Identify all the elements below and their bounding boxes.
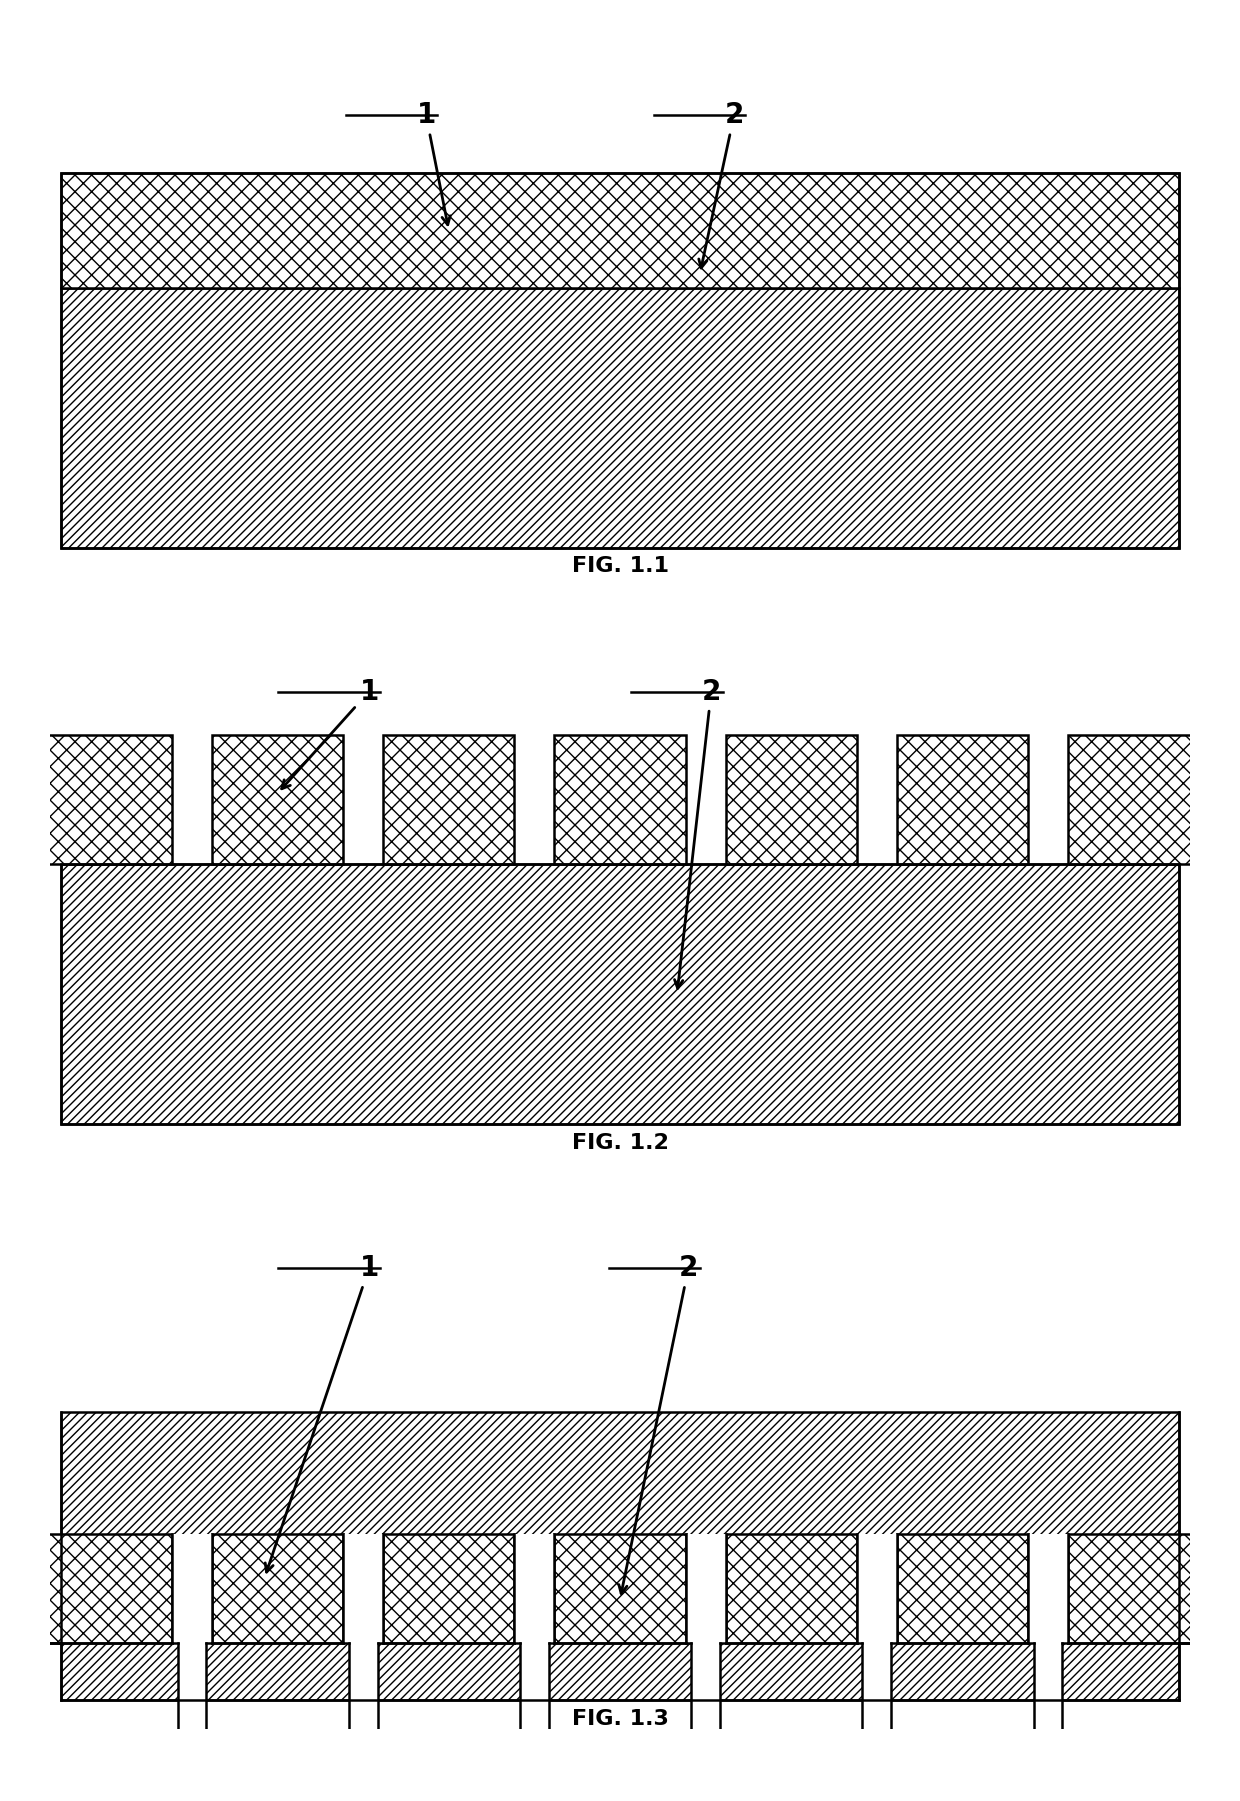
Bar [61, 173, 1179, 288]
Bar [61, 173, 1179, 548]
Bar [521, 1643, 549, 1743]
Bar [515, 1534, 554, 1643]
Bar [179, 1643, 206, 1743]
Bar [212, 1534, 343, 1643]
Bar [554, 1534, 686, 1643]
Text: 1: 1 [417, 101, 450, 225]
Bar [383, 735, 515, 864]
Text: 2: 2 [619, 1253, 698, 1594]
Text: FIG. 1.2: FIG. 1.2 [572, 1133, 668, 1153]
Bar [343, 1534, 383, 1643]
Bar [61, 1412, 1179, 1700]
Text: 1: 1 [281, 677, 378, 789]
Bar [172, 1534, 212, 1643]
Bar [41, 735, 172, 864]
Bar [686, 1534, 725, 1643]
Bar [350, 1643, 378, 1743]
Bar [212, 735, 343, 864]
Bar [61, 864, 1179, 1124]
Bar [725, 1534, 857, 1643]
Text: 2: 2 [699, 101, 744, 268]
Bar [1068, 735, 1199, 864]
Text: FIG. 1.1: FIG. 1.1 [572, 557, 668, 576]
Bar [1034, 1643, 1061, 1743]
Bar [61, 288, 1179, 548]
Bar [897, 1534, 1028, 1643]
Bar [857, 1534, 897, 1643]
Bar [725, 735, 857, 864]
Text: FIG. 1.3: FIG. 1.3 [572, 1709, 668, 1729]
Bar [554, 735, 686, 864]
Bar [1068, 1534, 1199, 1643]
Bar [1028, 1534, 1068, 1643]
Text: 1: 1 [265, 1253, 378, 1572]
Bar [863, 1643, 890, 1743]
Bar [61, 864, 1179, 1124]
Bar [41, 1534, 172, 1643]
Bar [383, 1534, 515, 1643]
Bar [692, 1643, 719, 1743]
Text: 2: 2 [675, 677, 720, 989]
Bar [897, 735, 1028, 864]
